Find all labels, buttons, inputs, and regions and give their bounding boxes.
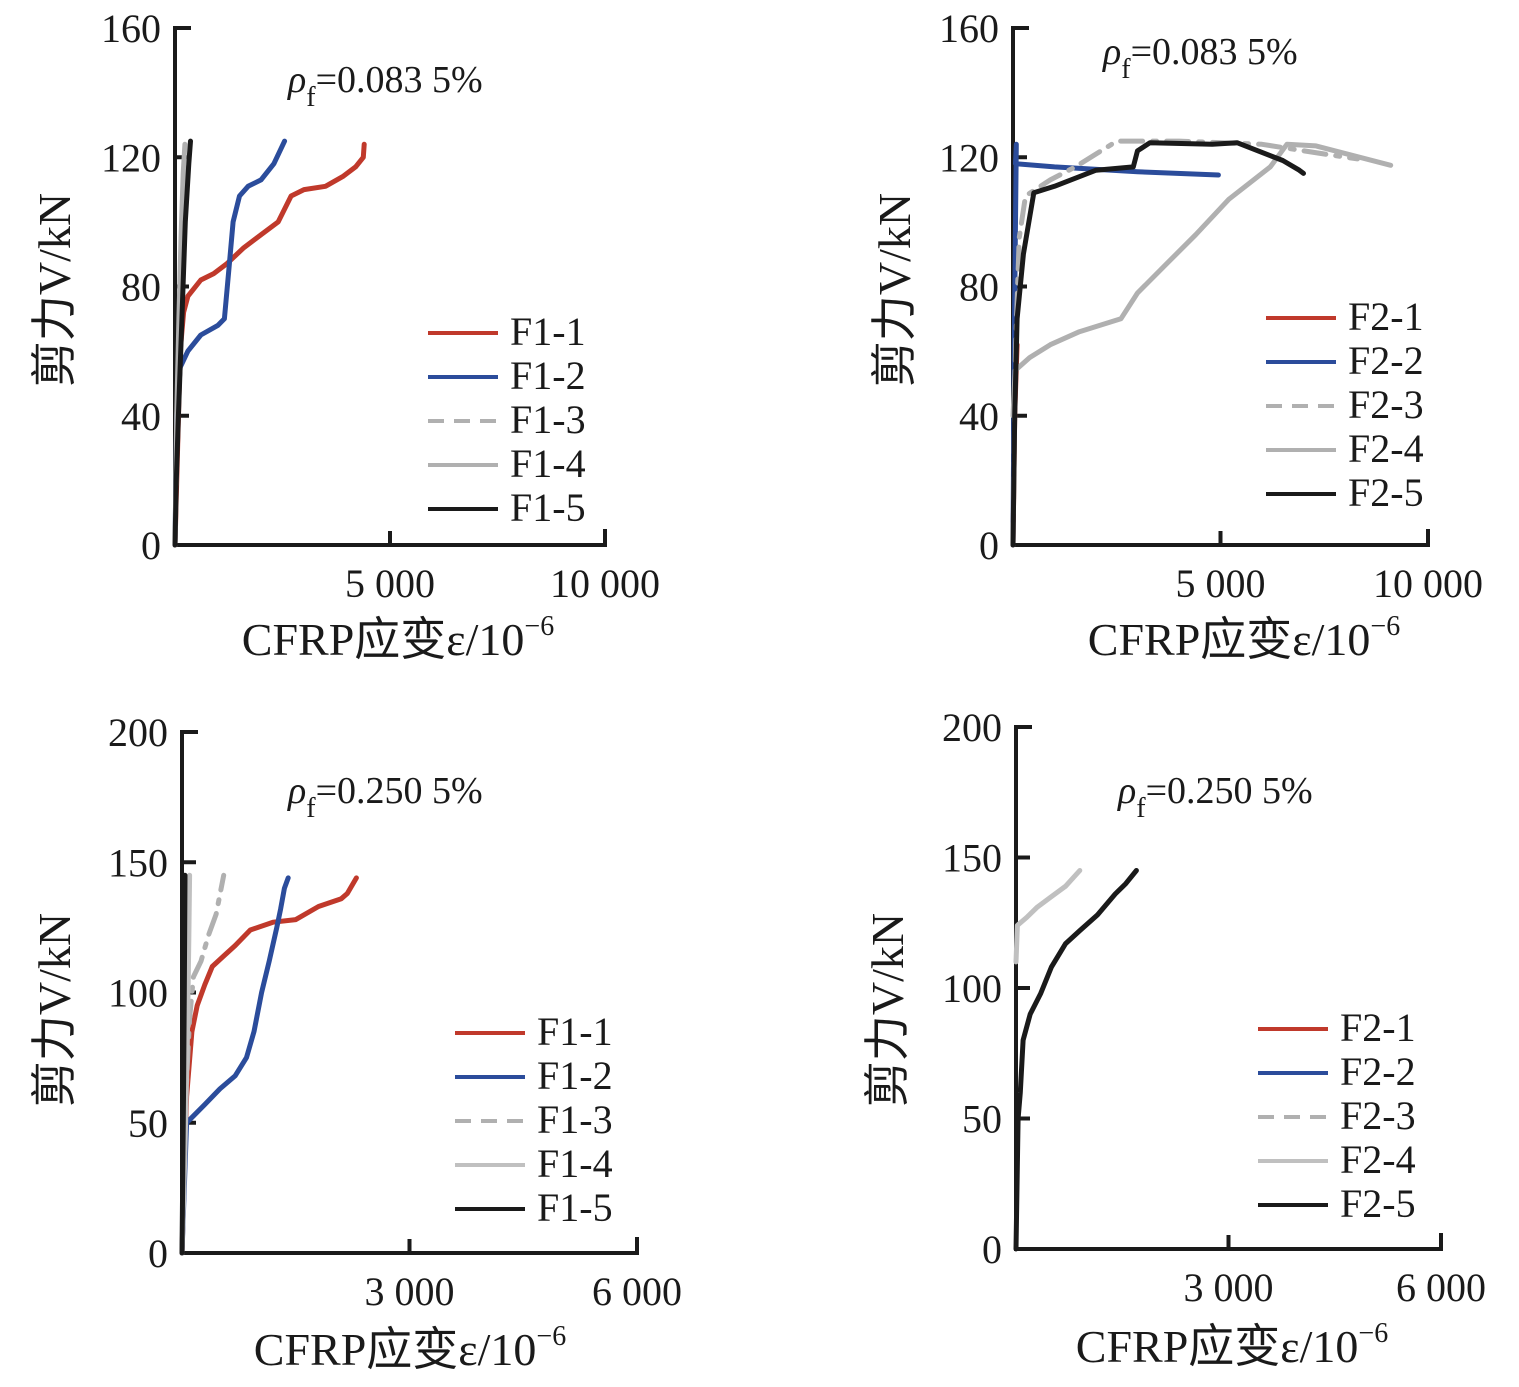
legend-label: F2-1: [1340, 1005, 1416, 1050]
legend-label: F1-3: [537, 1097, 613, 1142]
y-tick-label: 50: [962, 1097, 1002, 1142]
y-tick-label: 160: [101, 6, 161, 51]
y-tick-label: 50: [128, 1101, 168, 1146]
y-tick-label: 120: [939, 135, 999, 180]
series-line-f1-1: [179, 875, 359, 1256]
series-line-f1-5: [179, 872, 188, 1256]
y-tick-label: 0: [141, 523, 161, 568]
x-tick-label: 10 000: [550, 561, 660, 606]
rho-annotation: ρf=0.083 5%: [287, 59, 483, 113]
rho-annotation: ρf=0.250 5%: [1117, 770, 1313, 824]
legend-label: F2-3: [1340, 1093, 1416, 1138]
x-tick-label: 3 000: [1184, 1265, 1274, 1310]
legend-label: F1-4: [537, 1141, 613, 1186]
series-line-f2-3: [1010, 138, 1360, 548]
legend-label: F1-1: [510, 309, 586, 354]
y-tick-label: 150: [108, 840, 168, 885]
x-tick-label: 6 000: [592, 1269, 682, 1314]
legend-label: F2-5: [1348, 470, 1424, 515]
x-tick-label: 5 000: [1176, 561, 1266, 606]
legend-label: F2-3: [1348, 382, 1424, 427]
series-line-f2-4: [1010, 141, 1394, 419]
y-tick-label: 100: [108, 971, 168, 1016]
y-tick-label: 80: [121, 265, 161, 310]
legend-label: F1-4: [510, 441, 586, 486]
series-line-f1-1: [172, 141, 367, 548]
series-line-f1-2: [172, 138, 288, 548]
y-axis-title: 剪力V/kN: [862, 913, 913, 1107]
legend-label: F1-3: [510, 397, 586, 442]
x-axis-title: CFRP应变ε/10−6: [1076, 1318, 1388, 1372]
y-tick-label: 200: [942, 705, 1002, 750]
legend-label: F2-4: [1348, 426, 1424, 471]
x-tick-label: 6 000: [1396, 1265, 1486, 1310]
y-tick-label: 0: [982, 1227, 1002, 1272]
legend-label: F1-2: [510, 353, 586, 398]
y-tick-label: 0: [148, 1231, 168, 1276]
y-axis-title: 剪力V/kN: [29, 913, 80, 1107]
y-tick-label: 40: [959, 394, 999, 439]
legend-label: F1-5: [537, 1185, 613, 1230]
x-tick-label: 3 000: [365, 1269, 455, 1314]
x-tick-label: 5 000: [345, 561, 435, 606]
y-tick-label: 80: [959, 265, 999, 310]
y-axis-title: 剪力V/kN: [29, 193, 80, 387]
series-line-f2-2: [1010, 141, 1221, 548]
legend-label: F1-2: [537, 1053, 613, 1098]
x-tick-label: 10 000: [1373, 561, 1483, 606]
series-line-f1-2: [179, 875, 291, 1256]
legend-label: F2-4: [1340, 1137, 1416, 1182]
x-axis-title: CFRP应变ε/10−6: [242, 611, 554, 665]
legend-label: F1-5: [510, 485, 586, 530]
y-tick-label: 160: [939, 6, 999, 51]
series-line-f2-5: [1010, 140, 1306, 548]
y-tick-label: 120: [101, 135, 161, 180]
legend-label: F2-1: [1348, 294, 1424, 339]
chart-panel-top-left: 0 40 80 120 160 5 000 10 000 CFRP应变ε/10−6 剪力V/kN…: [29, 6, 660, 665]
rho-annotation: ρf=0.083 5%: [1102, 31, 1298, 85]
series-line-f2-5: [1013, 868, 1139, 1252]
series-line-f2-4: [1013, 868, 1083, 965]
y-tick-label: 150: [942, 836, 1002, 881]
y-tick-label: 40: [121, 394, 161, 439]
legend-label: F2-2: [1348, 338, 1424, 383]
rho-annotation: ρf=0.250 5%: [287, 770, 483, 824]
y-tick-label: 0: [979, 523, 999, 568]
legend-label: F2-2: [1340, 1049, 1416, 1094]
series-line-f1-5: [172, 138, 193, 548]
x-axis-title: CFRP应变ε/10−6: [1088, 611, 1400, 665]
y-axis-title: 剪力V/kN: [869, 193, 920, 387]
legend-label: F2-5: [1340, 1181, 1416, 1226]
chart-panel-bottom-left: 0 50 100 150 200 3 000 6 000 CFRP应变ε/10−6 剪力V/kN…: [29, 710, 682, 1375]
y-tick-label: 200: [108, 710, 168, 755]
chart-panel-top-right: 0 40 80 120 160 5 000 10 000 CFRP应变ε/10−6 剪力V/kN…: [869, 6, 1483, 665]
legend-label: F1-1: [537, 1009, 613, 1054]
x-axis-title: CFRP应变ε/10−6: [254, 1321, 566, 1375]
y-tick-label: 100: [942, 966, 1002, 1011]
